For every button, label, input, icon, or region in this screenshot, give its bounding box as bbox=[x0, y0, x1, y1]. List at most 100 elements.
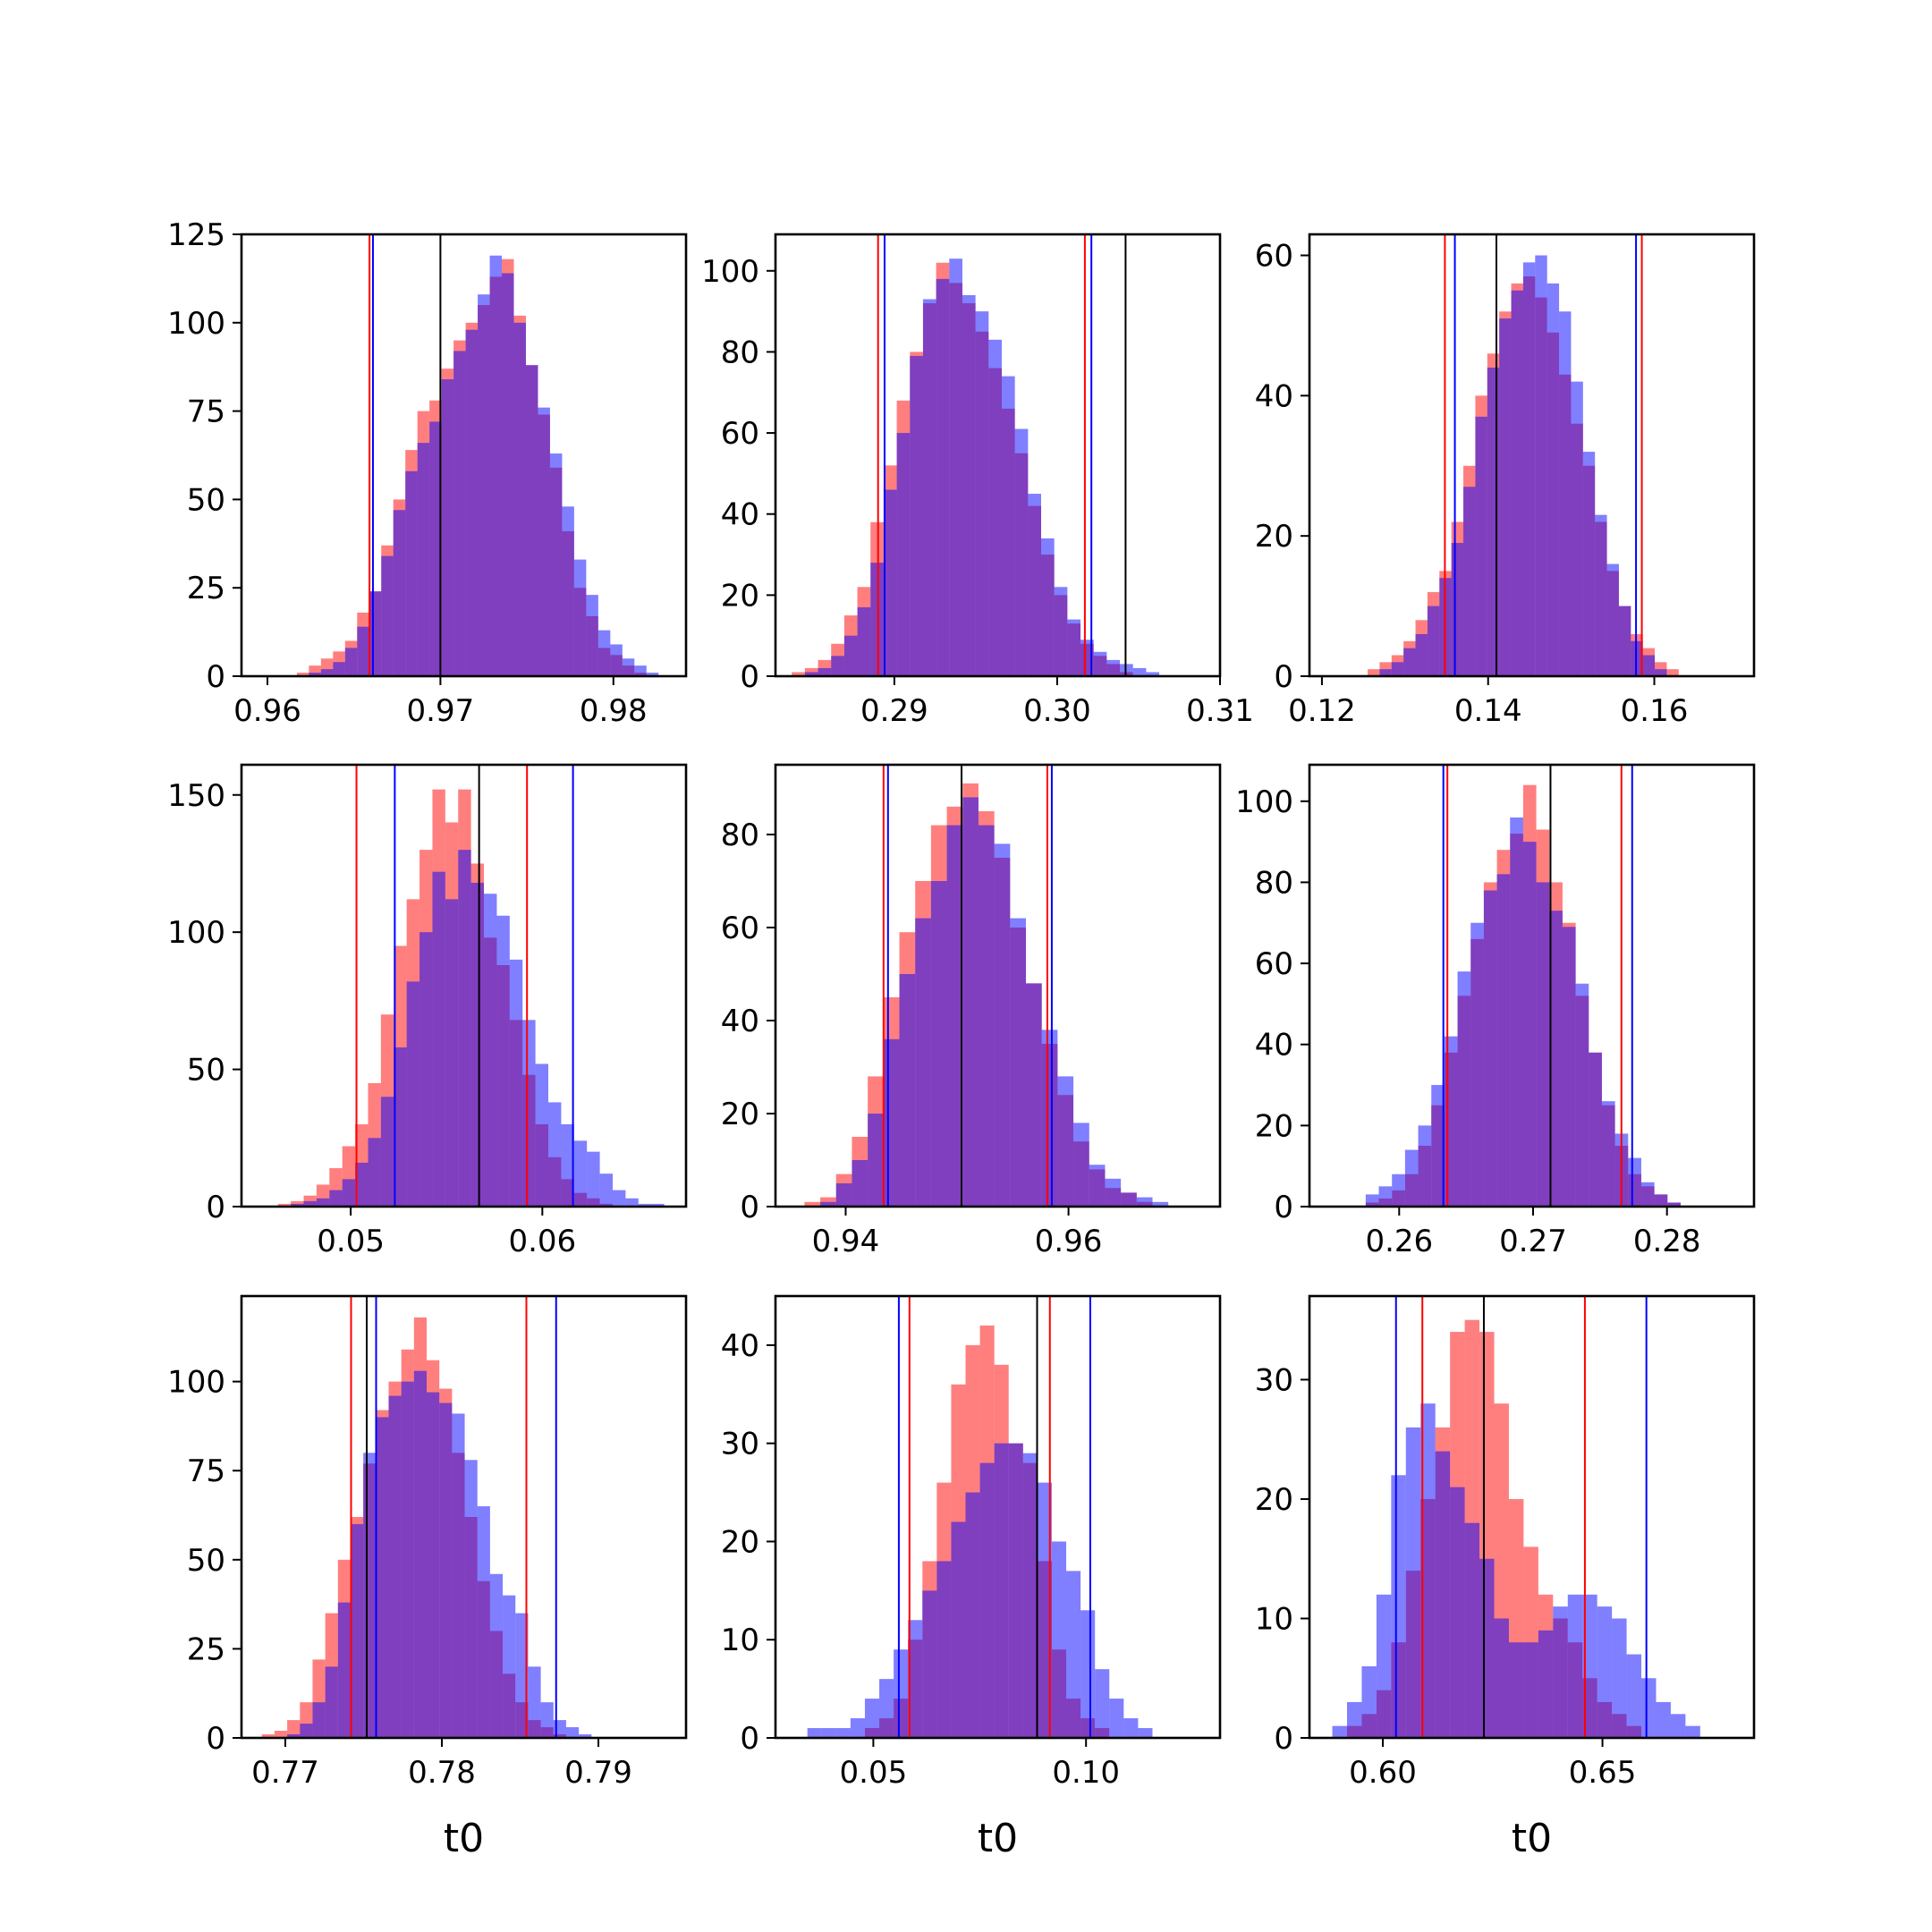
histogram-bar bbox=[489, 1573, 504, 1738]
histogram-panel-7: 0.77 0.78 0.79 0 25 50 75 100 t0 bbox=[167, 1294, 688, 1861]
histogram-bar bbox=[1014, 428, 1029, 676]
histogram-bar bbox=[1510, 817, 1523, 1207]
histogram-bar bbox=[522, 1020, 536, 1207]
y-tick-label: 0 bbox=[206, 659, 225, 695]
histogram-bar bbox=[1010, 918, 1027, 1207]
histogram-bar bbox=[363, 1453, 377, 1738]
histogram-bar bbox=[432, 871, 445, 1207]
histogram-bar bbox=[406, 981, 420, 1207]
histogram-bar bbox=[1487, 367, 1500, 676]
histogram-bar bbox=[946, 825, 963, 1207]
y-tick-label: 0 bbox=[206, 1721, 225, 1757]
series-2 bbox=[291, 850, 665, 1207]
histogram-bar bbox=[342, 1179, 356, 1207]
histogram-bar bbox=[634, 665, 647, 676]
x-tick-label: 0.28 bbox=[1633, 1224, 1701, 1259]
histogram-panel-5: 0.94 0.96 0 20 40 60 80 bbox=[721, 763, 1222, 1259]
histogram-bar bbox=[1378, 1186, 1393, 1207]
histogram-bar bbox=[978, 825, 995, 1207]
histogram-bar bbox=[393, 510, 406, 676]
histogram-bar bbox=[638, 1203, 652, 1207]
series-2 bbox=[807, 1443, 1153, 1738]
histogram-bar bbox=[579, 1734, 592, 1738]
histogram-bar bbox=[1670, 1714, 1686, 1738]
histogram-bar bbox=[843, 635, 858, 676]
histogram-bar bbox=[405, 470, 418, 676]
histogram-bar bbox=[1567, 1594, 1583, 1738]
histogram-bar bbox=[300, 1724, 313, 1738]
histogram-bar bbox=[864, 1699, 880, 1738]
histogram-bar bbox=[337, 1602, 351, 1738]
histogram-bar bbox=[1057, 1076, 1074, 1207]
histogram-bar bbox=[1575, 983, 1589, 1207]
y-tick-label: 20 bbox=[1255, 1108, 1293, 1144]
y-tick-label: 80 bbox=[721, 818, 759, 853]
histogram-bar bbox=[962, 797, 979, 1207]
histogram-bar bbox=[1095, 1669, 1110, 1738]
histogram-bar bbox=[1475, 416, 1487, 676]
histogram-bar bbox=[1041, 1030, 1058, 1207]
y-tick-label: 0 bbox=[1274, 1721, 1293, 1757]
y-tick-label: 40 bbox=[721, 497, 759, 533]
histogram-bar bbox=[1450, 1487, 1465, 1738]
axes-frame bbox=[774, 233, 1222, 678]
histogram-panel-9: 0.60 0.65 0 10 20 30 t0 bbox=[1255, 1294, 1756, 1861]
histogram-bar bbox=[1001, 376, 1015, 676]
x-tick-label: 0.30 bbox=[1023, 693, 1091, 729]
histogram-bar bbox=[1463, 487, 1476, 676]
histogram-bar bbox=[868, 1114, 884, 1207]
y-tick-label: 20 bbox=[1255, 1482, 1293, 1518]
histogram-bar bbox=[1067, 619, 1081, 676]
histogram-bar bbox=[835, 1183, 852, 1207]
y-tick-label: 100 bbox=[701, 254, 759, 290]
histogram-bar bbox=[368, 1138, 381, 1207]
histogram-bar bbox=[1026, 983, 1042, 1207]
histogram-bar bbox=[1022, 1453, 1038, 1738]
y-tick-label: 10 bbox=[1255, 1601, 1293, 1637]
y-tick-label: 80 bbox=[1255, 865, 1293, 901]
histogram-bar bbox=[477, 1506, 490, 1738]
histogram-bar bbox=[489, 255, 503, 676]
x-axis-label: t0 bbox=[978, 1816, 1018, 1861]
histogram-bar bbox=[484, 894, 497, 1207]
histogram-bar bbox=[388, 1395, 402, 1738]
histogram-bar bbox=[1051, 1541, 1067, 1738]
histogram-bar bbox=[610, 644, 623, 676]
histogram-bar bbox=[1080, 1610, 1096, 1738]
axes-frame bbox=[774, 1294, 1222, 1740]
histogram-bar bbox=[357, 626, 369, 676]
histogram-bar bbox=[355, 1162, 369, 1207]
histogram-bar bbox=[910, 355, 923, 676]
histogram-bar bbox=[804, 1201, 821, 1207]
histogram-bar bbox=[1656, 1701, 1671, 1738]
histogram-bar bbox=[899, 974, 916, 1207]
x-axis-label: t0 bbox=[1512, 1816, 1552, 1861]
histogram-bar bbox=[1522, 842, 1537, 1207]
histogram-bar bbox=[965, 1492, 980, 1738]
histogram-bar bbox=[930, 881, 947, 1207]
x-tick-label: 0.14 bbox=[1454, 693, 1522, 729]
histogram-bar bbox=[1073, 1123, 1089, 1207]
histogram-bar bbox=[1332, 1725, 1347, 1738]
y-tick-label: 60 bbox=[721, 911, 759, 946]
y-tick-label: 40 bbox=[1255, 1028, 1293, 1063]
y-tick-label: 50 bbox=[187, 482, 225, 518]
histogram-panel-8: 0.05 0.10 0 10 20 30 40 t0 bbox=[721, 1294, 1222, 1861]
y-tick-label: 0 bbox=[1274, 659, 1293, 695]
histogram-bar bbox=[1582, 452, 1596, 676]
histogram-bar bbox=[540, 1702, 554, 1738]
histogram-bar bbox=[894, 1649, 909, 1738]
histogram-bar bbox=[870, 563, 884, 676]
histogram-bar bbox=[1618, 606, 1631, 676]
histogram-bar bbox=[994, 843, 1011, 1207]
histogram-bar bbox=[562, 506, 574, 676]
histogram-bar bbox=[818, 667, 832, 676]
histogram-bar bbox=[309, 673, 321, 676]
x-tick-label: 0.05 bbox=[840, 1755, 908, 1791]
histogram-bar bbox=[573, 1140, 588, 1207]
histogram-bar bbox=[1435, 1451, 1451, 1738]
histogram-bar bbox=[1559, 311, 1572, 676]
y-tick-label: 0 bbox=[740, 1190, 759, 1225]
histogram-bar bbox=[478, 294, 490, 676]
histogram-bar bbox=[879, 1679, 894, 1738]
